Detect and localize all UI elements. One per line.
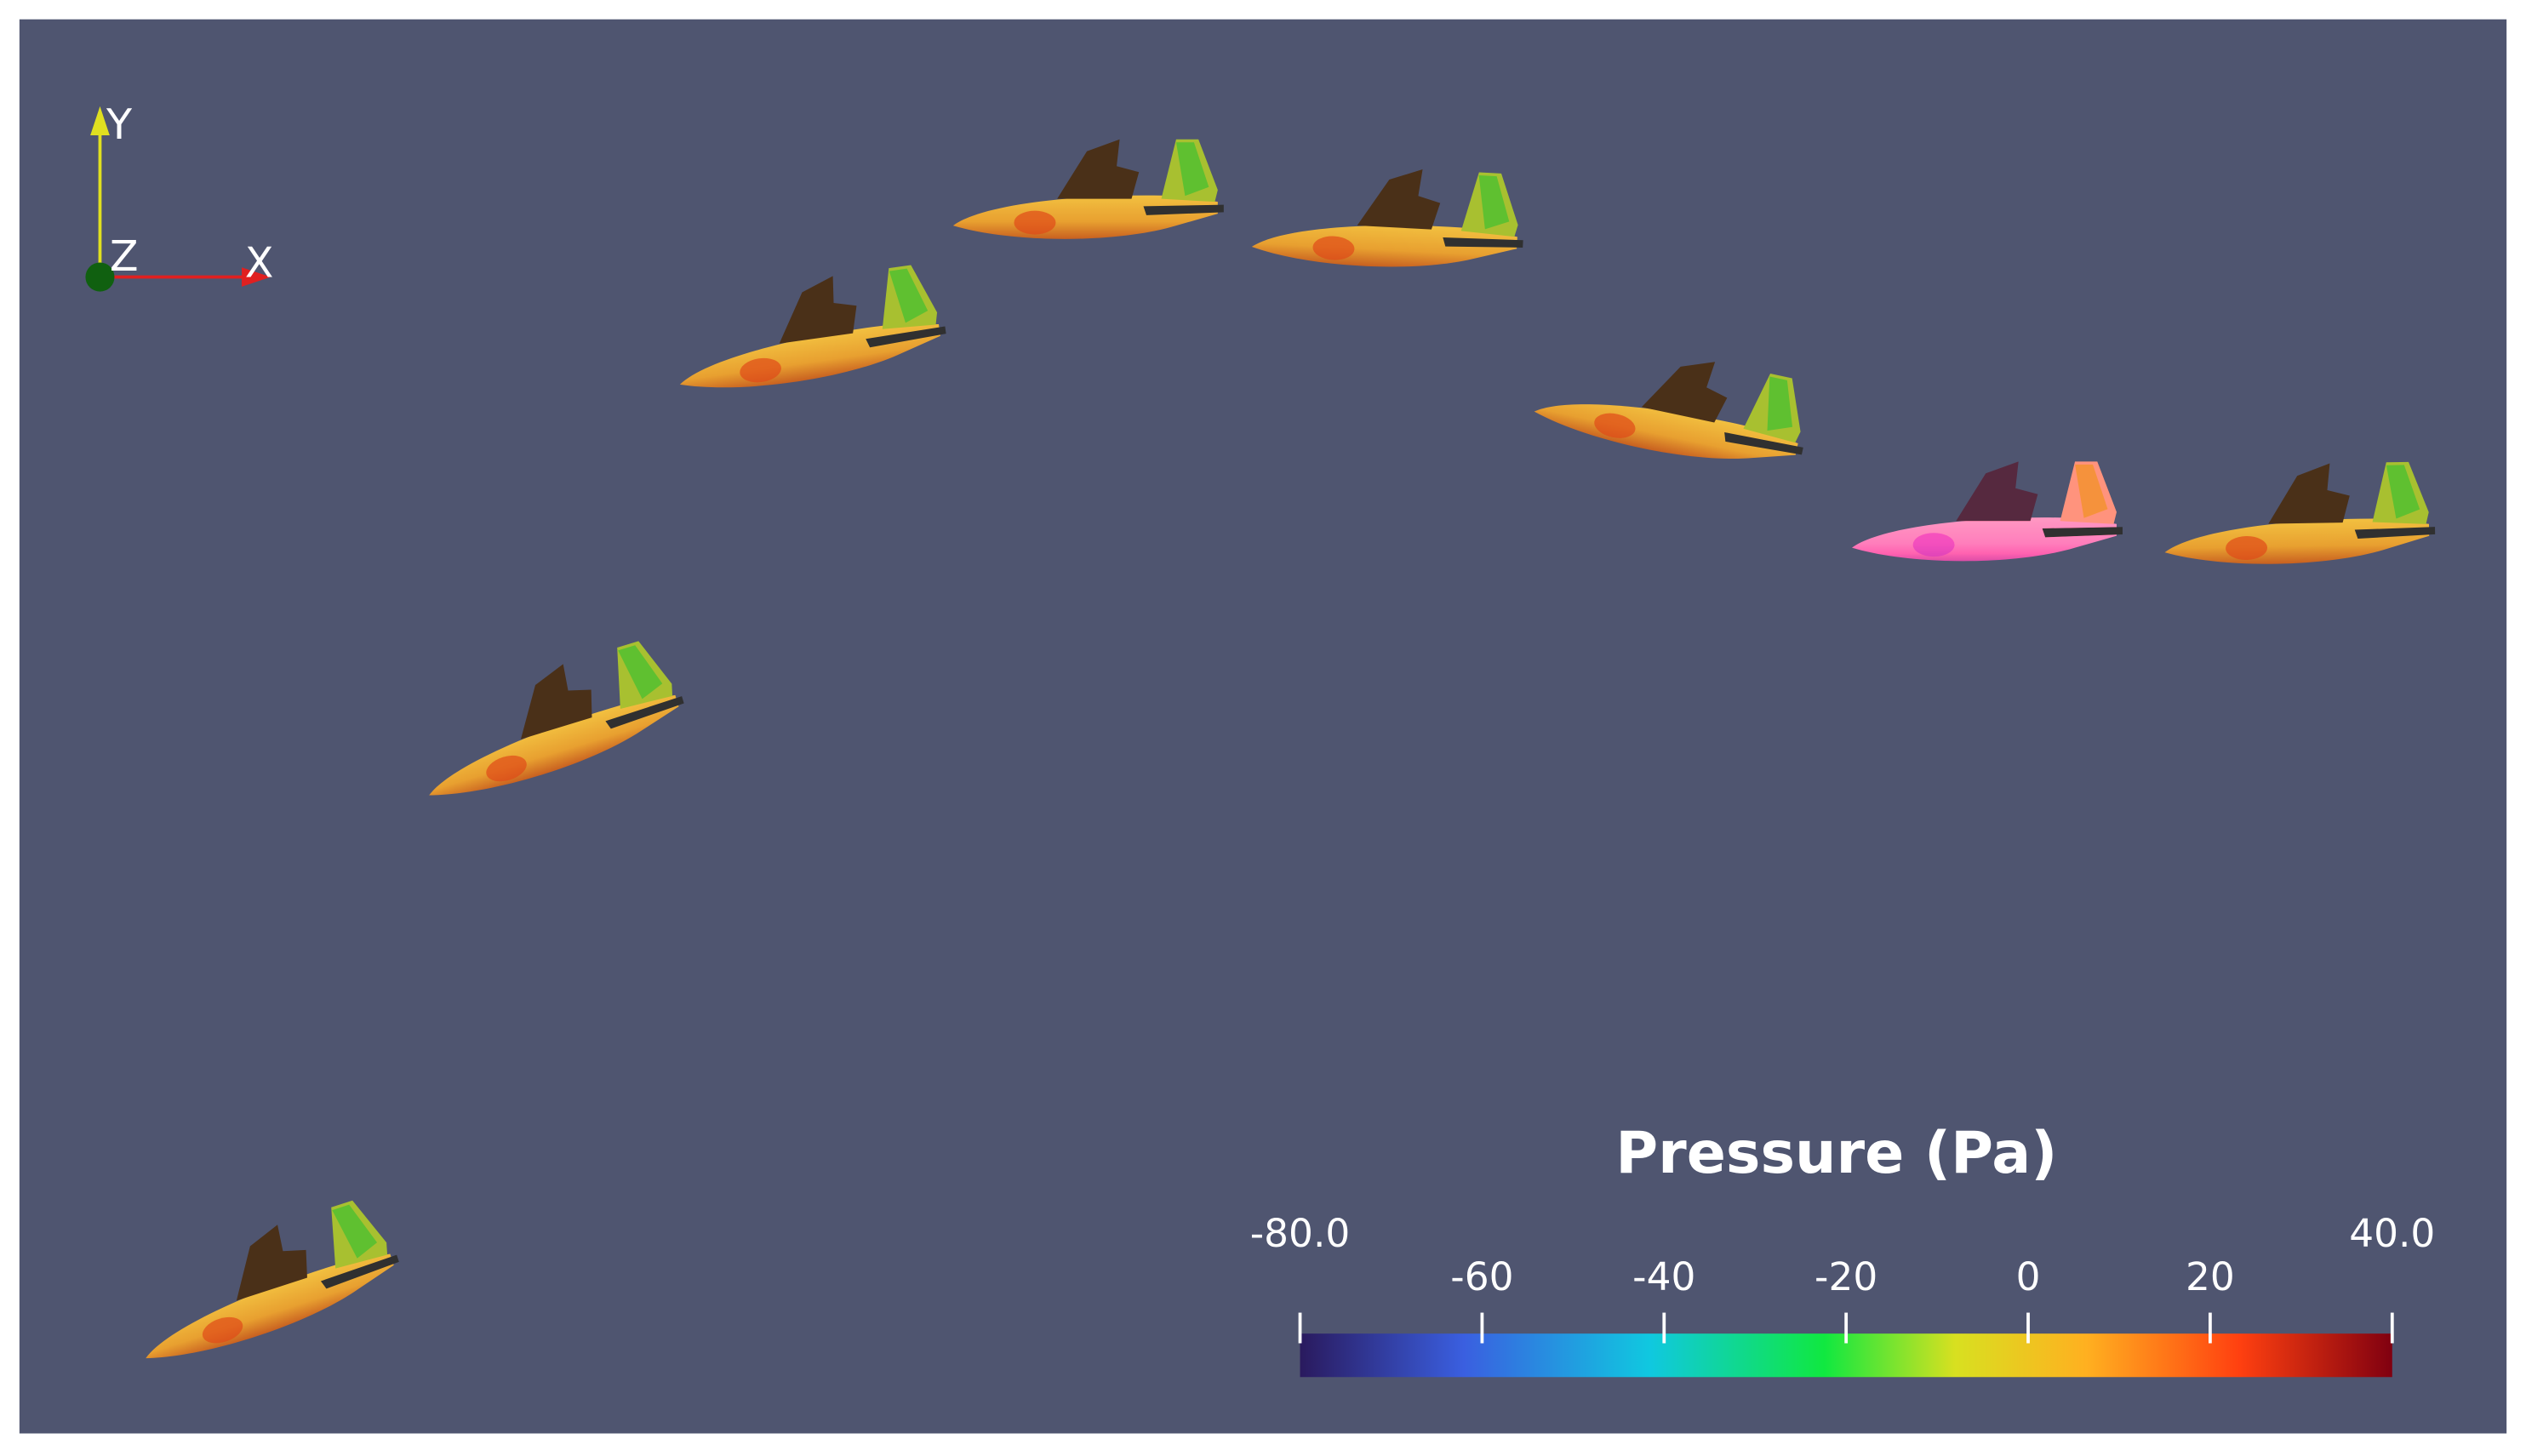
orientation-axes: Y Z X [85, 100, 274, 292]
range-label: -80.0 [1250, 1211, 1350, 1256]
color-bar: Pressure (Pa) -80.0 40.0 -60 -40 -20 0 20 [1250, 1120, 2435, 1378]
color-bar-title: Pressure (Pa) [1615, 1120, 2057, 1187]
tick-label: 0 [2016, 1254, 2041, 1299]
tick-label: -60 [1450, 1254, 1513, 1299]
y-arrowhead [90, 106, 110, 135]
x-arrowhead [242, 267, 271, 287]
y-label: Y [106, 100, 133, 149]
viewport-background [19, 19, 2507, 1434]
tick-label: -20 [1814, 1254, 1877, 1299]
z-label: Z [110, 231, 139, 281]
tick-label: 20 [2186, 1254, 2235, 1299]
range-label: 40.0 [2349, 1211, 2435, 1256]
z-axis-dot [85, 262, 115, 292]
tick-label: -40 [1632, 1254, 1695, 1299]
x-label: X [245, 238, 274, 288]
